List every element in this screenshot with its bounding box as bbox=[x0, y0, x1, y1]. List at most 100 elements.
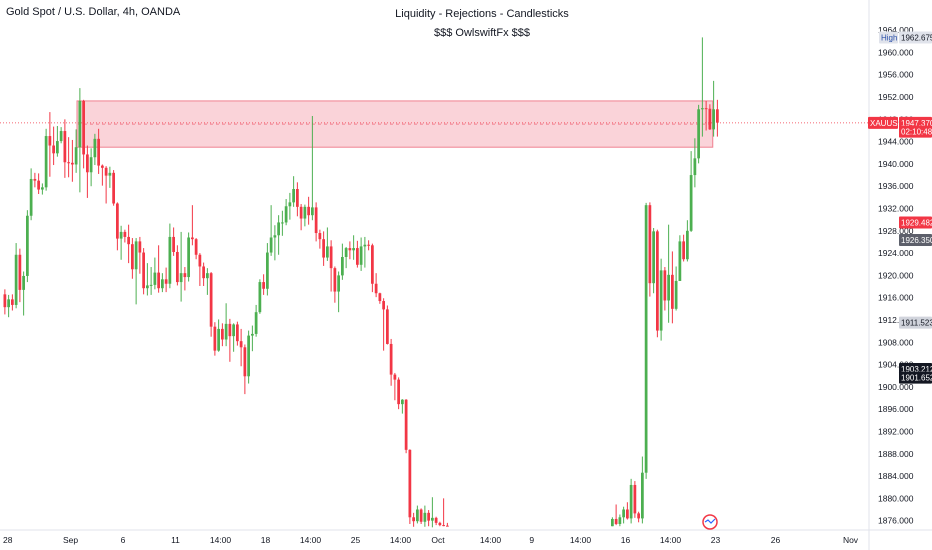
candle-body[interactable] bbox=[149, 284, 153, 286]
candle-body[interactable] bbox=[408, 449, 412, 518]
candle-body[interactable] bbox=[671, 274, 674, 309]
candle-body[interactable] bbox=[48, 136, 52, 146]
candle-body[interactable] bbox=[667, 274, 670, 301]
candle-body[interactable] bbox=[63, 131, 67, 163]
candle-body[interactable] bbox=[656, 231, 659, 331]
candle-body[interactable] bbox=[337, 275, 340, 292]
candle-body[interactable] bbox=[228, 323, 232, 337]
candle-body[interactable] bbox=[314, 207, 318, 234]
candle-body[interactable] bbox=[217, 328, 220, 351]
candle-body[interactable] bbox=[296, 189, 299, 207]
candle-body[interactable] bbox=[326, 246, 329, 258]
candle-body[interactable] bbox=[119, 231, 123, 239]
candle-body[interactable] bbox=[401, 399, 404, 405]
candle-body[interactable] bbox=[153, 272, 157, 285]
candle-body[interactable] bbox=[59, 131, 63, 142]
candle-body[interactable] bbox=[359, 246, 363, 265]
candle-body[interactable] bbox=[712, 109, 715, 130]
candle-body[interactable] bbox=[172, 236, 175, 252]
candle-body[interactable] bbox=[93, 138, 97, 158]
candle-body[interactable] bbox=[333, 268, 337, 292]
candle-body[interactable] bbox=[262, 282, 265, 289]
candle-body[interactable] bbox=[52, 145, 55, 154]
candle-body[interactable] bbox=[247, 335, 250, 377]
candle-body[interactable] bbox=[78, 100, 82, 148]
candle-body[interactable] bbox=[397, 379, 400, 405]
candle-body[interactable] bbox=[239, 341, 243, 348]
candle-body[interactable] bbox=[704, 108, 708, 110]
candle-body[interactable] bbox=[277, 222, 280, 236]
candle-body[interactable] bbox=[71, 162, 74, 165]
candle-body[interactable] bbox=[644, 205, 648, 473]
candle-body[interactable] bbox=[356, 248, 359, 265]
candle-body[interactable] bbox=[367, 244, 370, 246]
candle-body[interactable] bbox=[434, 517, 438, 523]
symbol-title[interactable]: Gold Spot / U.S. Dollar, 4h, OANDA bbox=[6, 6, 181, 18]
candle-body[interactable] bbox=[284, 206, 288, 223]
candle-body[interactable] bbox=[112, 172, 115, 204]
candle-body[interactable] bbox=[281, 222, 284, 224]
candle-body[interactable] bbox=[419, 509, 423, 522]
candle-body[interactable] bbox=[303, 206, 307, 219]
candle-body[interactable] bbox=[86, 154, 89, 173]
candle-body[interactable] bbox=[74, 147, 78, 165]
candle-body[interactable] bbox=[243, 347, 247, 377]
candle-body[interactable] bbox=[3, 294, 7, 308]
candle-body[interactable] bbox=[701, 108, 704, 110]
candle-body[interactable] bbox=[123, 231, 127, 237]
candle-body[interactable] bbox=[648, 205, 652, 284]
candle-body[interactable] bbox=[187, 237, 190, 278]
candle-body[interactable] bbox=[423, 512, 427, 522]
candle-body[interactable] bbox=[307, 206, 310, 216]
candle-body[interactable] bbox=[22, 275, 25, 290]
candle-body[interactable] bbox=[611, 518, 614, 527]
candle-body[interactable] bbox=[168, 236, 172, 284]
candle-body[interactable] bbox=[33, 178, 37, 181]
candle-body[interactable] bbox=[363, 244, 367, 247]
candle-body[interactable] bbox=[637, 513, 640, 519]
candle-body[interactable] bbox=[26, 215, 29, 276]
candle-body[interactable] bbox=[67, 162, 70, 164]
candle-body[interactable] bbox=[224, 323, 228, 340]
candle-body[interactable] bbox=[716, 109, 719, 123]
candle-body[interactable] bbox=[213, 326, 217, 351]
candle-body[interactable] bbox=[446, 525, 449, 527]
candle-body[interactable] bbox=[378, 293, 382, 302]
candle-body[interactable] bbox=[389, 343, 393, 375]
candle-body[interactable] bbox=[412, 517, 415, 522]
candle-body[interactable] bbox=[176, 251, 179, 283]
candle-body[interactable] bbox=[416, 509, 419, 522]
candle-body[interactable] bbox=[251, 333, 254, 336]
candle-body[interactable] bbox=[116, 203, 119, 239]
candle-body[interactable] bbox=[693, 158, 697, 176]
candle-body[interactable] bbox=[689, 175, 693, 231]
candle-body[interactable] bbox=[322, 239, 325, 258]
candle-body[interactable] bbox=[138, 241, 142, 253]
candle-body[interactable] bbox=[194, 239, 198, 255]
candle-body[interactable] bbox=[266, 252, 269, 289]
candle-body[interactable] bbox=[622, 509, 625, 518]
candle-body[interactable] bbox=[56, 141, 59, 154]
candle-body[interactable] bbox=[18, 254, 22, 290]
candle-body[interactable] bbox=[269, 237, 273, 253]
candle-body[interactable] bbox=[157, 272, 160, 289]
candle-body[interactable] bbox=[127, 236, 130, 245]
candle-body[interactable] bbox=[686, 230, 689, 260]
candle-body[interactable] bbox=[146, 285, 149, 289]
candle-body[interactable] bbox=[41, 187, 44, 190]
candle-body[interactable] bbox=[618, 517, 622, 524]
candle-body[interactable] bbox=[288, 202, 292, 207]
candle-body[interactable] bbox=[254, 312, 258, 334]
candle-body[interactable] bbox=[209, 273, 213, 327]
candle-body[interactable] bbox=[341, 257, 344, 276]
candle-body[interactable] bbox=[131, 244, 134, 270]
candle-body[interactable] bbox=[37, 180, 40, 190]
candle-body[interactable] bbox=[626, 509, 629, 519]
candle-body[interactable] bbox=[678, 241, 682, 281]
candle-body[interactable] bbox=[614, 518, 618, 524]
candle-body[interactable] bbox=[427, 512, 430, 521]
candle-body[interactable] bbox=[697, 109, 700, 159]
candle-body[interactable] bbox=[629, 484, 633, 519]
liquidity-zone[interactable] bbox=[76, 100, 714, 148]
candle-body[interactable] bbox=[348, 248, 352, 251]
